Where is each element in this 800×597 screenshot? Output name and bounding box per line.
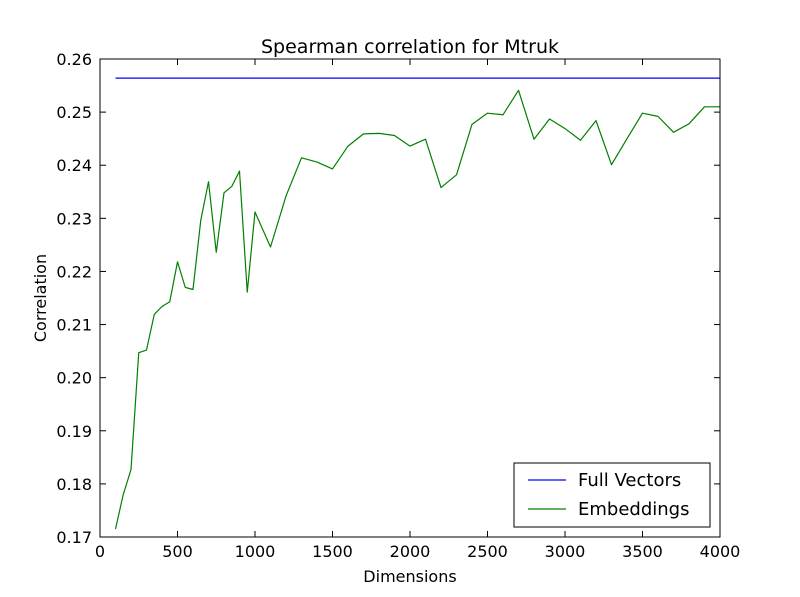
x-tick-label: 2000 (390, 542, 431, 561)
y-tick-label: 0.19 (56, 422, 92, 441)
y-tick-label: 0.20 (56, 369, 92, 388)
x-axis: 0 500 1000 1500 2000 2500 3000 3500 4000 (95, 59, 740, 561)
x-tick-label: 3000 (545, 542, 586, 561)
legend: Full Vectors Embeddings (513, 462, 711, 528)
y-tick-label: 0.22 (56, 262, 92, 281)
x-tick-label: 2500 (467, 542, 508, 561)
y-tick-label: 0.21 (56, 316, 92, 335)
x-tick-label: 4000 (700, 542, 741, 561)
x-tick-label: 1500 (312, 542, 353, 561)
y-axis: 0.17 0.18 0.19 0.20 0.21 0.22 0.23 0.24 0.25 0.26 (56, 50, 720, 547)
y-tick-label: 0.18 (56, 475, 92, 494)
y-axis-label: Correlation (31, 254, 50, 342)
x-tick-label: 0 (95, 542, 105, 561)
y-tick-label: 0.25 (56, 103, 92, 122)
legend-label-embeddings: Embeddings (578, 499, 689, 520)
chart-title: Spearman correlation for Mtruk (261, 36, 559, 58)
series-layer (114, 77, 720, 530)
legend-box (513, 462, 711, 528)
y-tick-label: 0.24 (56, 156, 92, 175)
x-tick-label: 1000 (235, 542, 276, 561)
y-tick-label: 0.17 (56, 528, 92, 547)
y-tick-label: 0.23 (56, 209, 92, 228)
y-tick-label: 0.26 (56, 50, 92, 69)
x-tick-label: 3500 (622, 542, 663, 561)
x-axis-label: Dimensions (363, 567, 456, 586)
series-line-embeddings (114, 89, 720, 530)
x-tick-label: 500 (162, 542, 193, 561)
legend-label-full-vectors: Full Vectors (578, 470, 681, 491)
